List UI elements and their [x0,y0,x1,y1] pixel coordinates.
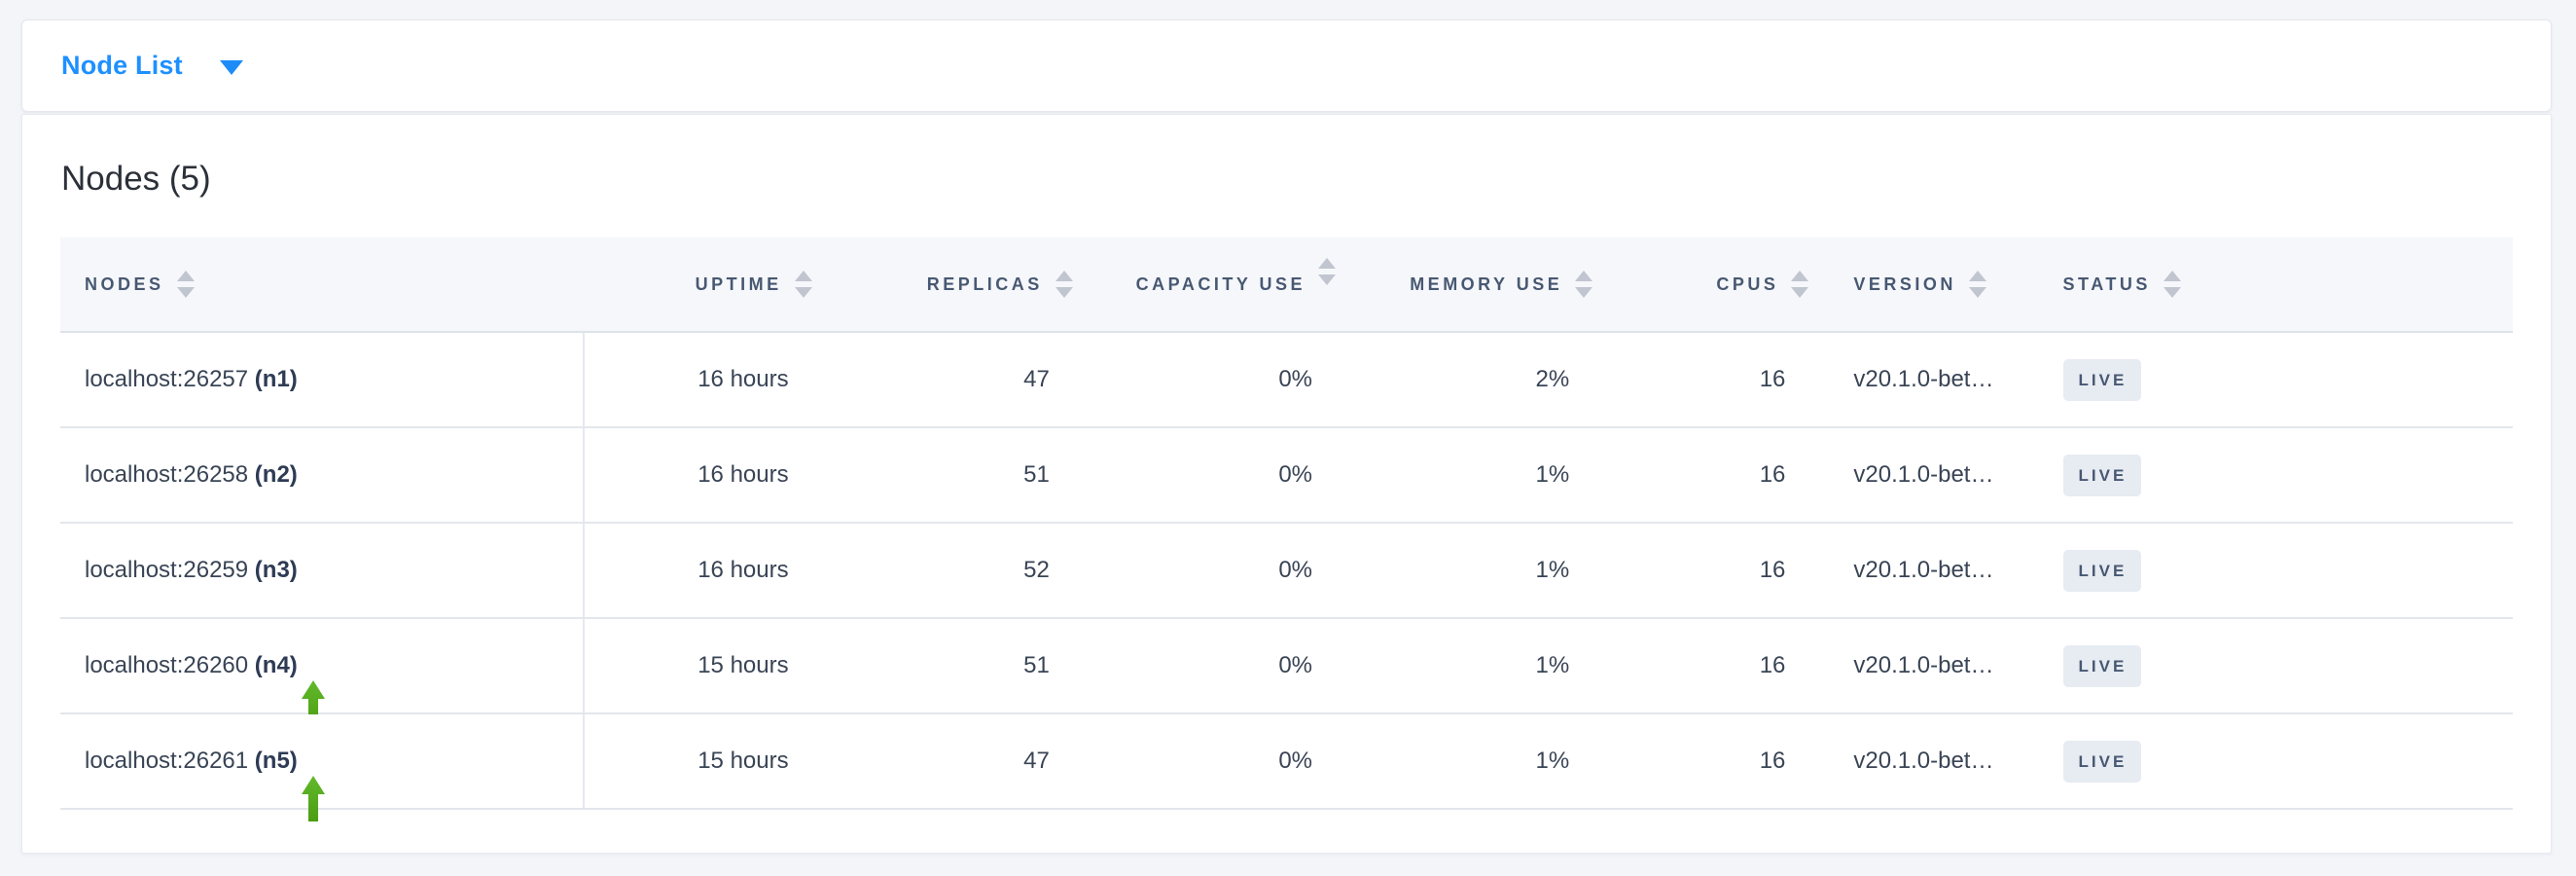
node-list-dropdown-label: Node List [61,51,183,80]
node-id: (n5) [254,748,298,774]
table-header-row: NODES UPTIME REPLICAS [60,237,2513,333]
uptime-cell: 15 hours [584,713,818,810]
table-row: localhost:26258 (n2) 16 hours 51 0% 1% 1… [60,427,2513,524]
uptime-cell: 16 hours [584,332,818,428]
version-cell: v20.1.0-bet… [1814,618,2024,714]
sort-icon [1055,271,1073,298]
nodes-card: Nodes (5) NODES [21,114,2552,854]
sort-icon [1575,271,1593,298]
node-address-link[interactable]: localhost:26259 [85,557,255,583]
sort-icon [794,271,812,298]
cpus-cell: 16 [1598,427,1815,524]
node-list-dropdown[interactable]: Node List [61,51,243,81]
node-id: (n2) [254,461,298,488]
green-up-arrow-icon [302,776,325,821]
column-header-nodes[interactable]: NODES [60,237,585,333]
status-badge: LIVE [2062,549,2142,592]
node-cell: localhost:26259 (n3) [60,523,586,619]
uptime-cell: 16 hours [584,523,818,619]
node-address-link[interactable]: localhost:26261 [85,748,255,774]
view-selector-bar: Node List [21,19,2552,112]
column-header-version[interactable]: VERSION [1814,237,2024,333]
table-body: localhost:26257 (n1) 16 hours 47 0% 2% 1… [60,332,2513,821]
page-title: Nodes (5) [61,160,211,198]
node-cell: localhost:26258 (n2) [60,427,586,524]
nodes-table-wrap: NODES UPTIME REPLICAS [60,237,2513,821]
node-address-link[interactable]: localhost:26258 [85,461,255,488]
memory-use-cell: 1% [1342,618,1599,714]
replicas-cell: 51 [817,618,1079,714]
column-header-uptime[interactable]: UPTIME [584,237,818,333]
status-badge: LIVE [2062,454,2142,496]
memory-use-cell: 2% [1342,332,1599,428]
table-row: localhost:26259 (n3) 16 hours 52 0% 1% 1… [60,523,2513,619]
table-row: localhost:26257 (n1) 16 hours 47 0% 2% 1… [60,332,2513,428]
column-header-memory-use[interactable]: MEMORY USE [1342,237,1599,333]
table-row: localhost:26261 (n5) 15 hours 47 0% 1% 1… [60,713,2513,821]
node-cell: localhost:26261 (n5) [60,713,586,821]
capacity-use-cell: 0% [1078,713,1342,810]
memory-use-cell: 1% [1342,523,1599,619]
node-cell: localhost:26257 (n1) [60,332,586,428]
replicas-cell: 47 [817,713,1079,810]
nodes-table: NODES UPTIME REPLICAS [60,237,2513,821]
capacity-use-cell: 0% [1078,427,1342,524]
capacity-use-cell: 0% [1078,618,1342,714]
green-up-arrow-icon [302,680,325,726]
version-cell: v20.1.0-bet… [1814,332,2024,428]
version-cell: v20.1.0-bet… [1814,427,2024,524]
version-cell: v20.1.0-bet… [1814,523,2024,619]
node-id: (n3) [254,557,298,583]
status-cell: LIVE [2023,523,2513,619]
node-cell: localhost:26260 (n4) [60,618,586,726]
uptime-cell: 15 hours [584,618,818,714]
status-badge: LIVE [2062,740,2142,783]
column-header-cpus[interactable]: CPUS [1598,237,1815,333]
status-badge: LIVE [2062,358,2142,401]
node-address-link[interactable]: localhost:26260 [85,652,255,678]
capacity-use-cell: 0% [1078,332,1342,428]
sort-icon [2163,271,2181,298]
status-cell: LIVE [2023,618,2513,714]
memory-use-cell: 1% [1342,713,1599,810]
chevron-down-icon [219,60,243,75]
node-id: (n1) [254,366,298,392]
sort-icon [1968,271,1986,298]
status-cell: LIVE [2023,713,2513,810]
column-header-replicas[interactable]: REPLICAS [817,237,1079,333]
replicas-cell: 51 [817,427,1079,524]
column-header-capacity-use[interactable]: CAPACITY USE [1078,237,1342,333]
sort-icon [176,271,195,298]
cpus-cell: 16 [1598,713,1815,810]
sort-icon [1318,257,1337,285]
replicas-cell: 47 [817,332,1079,428]
uptime-cell: 16 hours [584,427,818,524]
status-badge: LIVE [2062,644,2142,687]
cpus-cell: 16 [1598,523,1815,619]
sort-icon [1791,271,1809,298]
cpus-cell: 16 [1598,332,1815,428]
node-id: (n4) [254,652,298,678]
cpus-cell: 16 [1598,618,1815,714]
node-address-link[interactable]: localhost:26257 [85,366,255,392]
replicas-cell: 52 [817,523,1079,619]
table-row: localhost:26260 (n4) 15 hours 51 0% 1% 1… [60,618,2513,726]
capacity-use-cell: 0% [1078,523,1342,619]
version-cell: v20.1.0-bet… [1814,713,2024,810]
status-cell: LIVE [2023,427,2513,524]
memory-use-cell: 1% [1342,427,1599,524]
status-cell: LIVE [2023,332,2513,428]
column-header-status[interactable]: STATUS [2023,237,2513,333]
